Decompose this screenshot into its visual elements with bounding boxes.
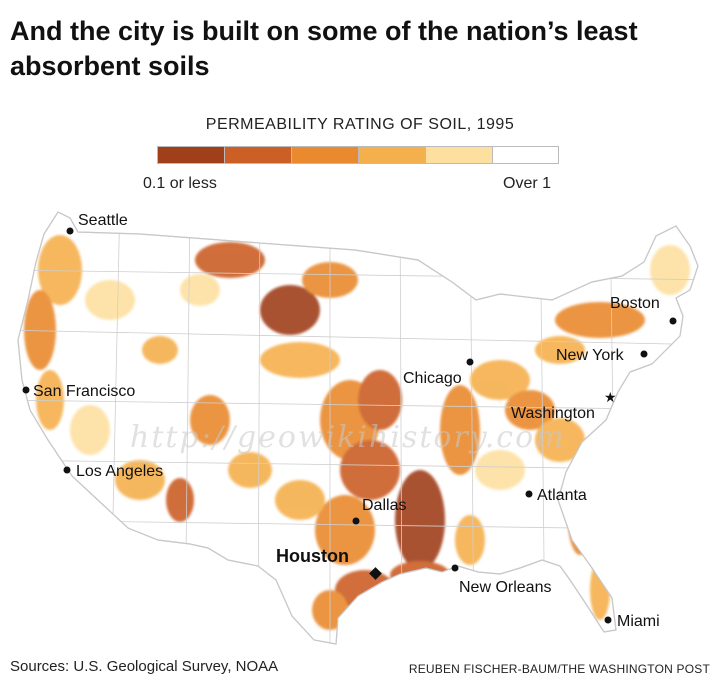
city-miami: Miami xyxy=(604,613,660,630)
legend-swatch-1 xyxy=(157,146,224,164)
city-label: Miami xyxy=(617,613,660,630)
city-label: Houston xyxy=(276,546,349,566)
city-atlanta: Atlanta xyxy=(525,487,587,504)
credit-line: REUBEN FISCHER-BAUM/THE WASHINGTON POST xyxy=(408,662,710,676)
legend-swatch-4 xyxy=(358,146,425,164)
city-label: New York xyxy=(556,347,625,364)
city-label: Dallas xyxy=(362,497,406,514)
watermark: http://geowikihistory.com xyxy=(130,420,566,455)
legend-swatch-5 xyxy=(425,146,492,164)
legend-title: PERMEABILITY RATING OF SOIL, 1995 xyxy=(205,116,515,133)
city-seattle: Seattle xyxy=(66,212,128,235)
city-chicago: Chicago xyxy=(403,358,474,387)
city-los-angeles: Los Angeles xyxy=(63,463,163,480)
legend-swatch-3 xyxy=(291,146,358,164)
city-new-york: New York xyxy=(556,347,648,364)
legend-color-scale xyxy=(157,146,559,164)
city-label: Washington xyxy=(511,405,595,422)
sources-note: Sources: U.S. Geological Survey, NOAA xyxy=(10,658,279,675)
legend-swatch-6 xyxy=(492,146,559,164)
city-label: San Francisco xyxy=(33,383,135,400)
city-label: Seattle xyxy=(78,212,128,229)
chart-title: And the city is built on some of the nat… xyxy=(10,16,638,81)
us-soil-permeability-map: Seattle San Francisco Los Angeles Dallas… xyxy=(17,211,699,645)
star-icon: ★ xyxy=(604,389,617,405)
city-label: Los Angeles xyxy=(76,463,163,480)
city-label: Chicago xyxy=(403,370,462,387)
city-san-francisco: San Francisco xyxy=(22,383,135,400)
legend-swatch-2 xyxy=(224,146,291,164)
city-new-orleans: New Orleans xyxy=(451,564,551,596)
legend-low-label: 0.1 or less xyxy=(143,175,217,192)
city-label: Atlanta xyxy=(537,487,587,504)
city-boston: Boston xyxy=(610,295,677,325)
city-label: Boston xyxy=(610,295,660,312)
legend-high-label: Over 1 xyxy=(503,175,552,192)
city-washington: ★ Washington xyxy=(511,389,617,422)
city-label: New Orleans xyxy=(459,579,551,596)
city-dallas: Dallas xyxy=(352,497,406,525)
